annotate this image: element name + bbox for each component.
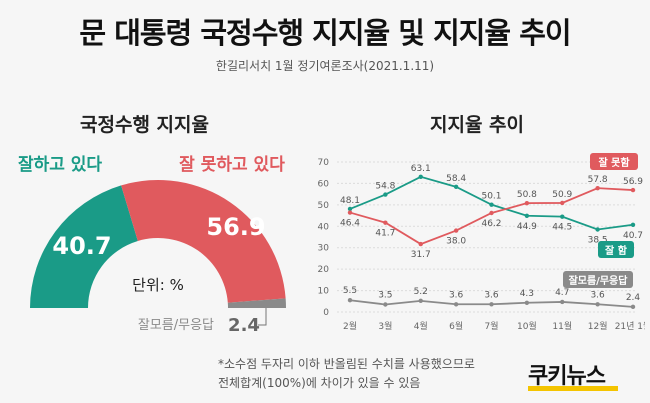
- data-label-unknown: 3.6: [484, 290, 499, 300]
- data-point-negative: [524, 200, 530, 206]
- x-tick-label: 12월: [588, 320, 608, 332]
- data-label-negative: 31.7: [411, 250, 431, 260]
- publisher-logo: 쿠키뉴스: [528, 364, 606, 389]
- unknown-value: 2.4: [228, 315, 260, 336]
- y-tick-label: 30: [318, 244, 330, 254]
- y-tick-label: 0: [323, 308, 329, 318]
- y-tick-label: 50: [318, 201, 330, 211]
- data-label-positive: 63.1: [411, 164, 431, 174]
- gauge-segment-negative: [121, 180, 286, 303]
- negative-value: 56.9: [206, 213, 265, 241]
- data-point-positive: [524, 213, 530, 218]
- data-point-unknown: [524, 300, 530, 305]
- unknown-leader-line: [258, 308, 267, 326]
- page-title: 문 대통령 국정수행 지지율 및 지지율 추이: [79, 16, 571, 50]
- x-tick-label: 2월: [343, 320, 357, 332]
- data-label-negative: 50.8: [517, 190, 537, 200]
- data-point-positive: [595, 227, 600, 232]
- data-label-negative: 41.7: [375, 229, 395, 239]
- data-point-negative: [560, 200, 565, 206]
- legend-negative-label: 잘 못함: [598, 156, 630, 169]
- data-point-positive: [560, 214, 565, 219]
- data-label-unknown: 4.3: [520, 289, 534, 299]
- y-tick-label: 70: [318, 158, 330, 168]
- trend-section-title: 지지율 추이: [430, 114, 525, 136]
- data-point-unknown: [489, 302, 494, 307]
- data-label-unknown: 2.4: [626, 293, 641, 303]
- gauge-segment-unknown: [227, 298, 286, 308]
- x-tick-label: 4월: [414, 320, 428, 332]
- data-label-negative: 46.4: [340, 219, 360, 229]
- positive-value: 40.7: [52, 232, 111, 260]
- y-tick-label: 10: [318, 287, 330, 297]
- approval-gauge-chart: 잘하고 있다 잘 못하고 있다 40.7 56.9 단위: % 잘모름/무응답 …: [18, 154, 286, 336]
- legend-positive-badge: [598, 241, 634, 258]
- data-label-negative: 38.0: [446, 237, 466, 247]
- data-label-positive: 50.1: [481, 192, 501, 202]
- data-point-positive: [347, 206, 353, 212]
- data-point-positive: [418, 174, 423, 179]
- x-tick-label: 11월: [552, 320, 572, 332]
- data-point-positive: [489, 202, 494, 207]
- data-point-negative: [453, 228, 459, 233]
- data-point-unknown: [453, 302, 459, 307]
- data-label-unknown: 4.7: [555, 288, 569, 298]
- data-label-positive: 58.4: [446, 174, 466, 184]
- legend-positive-label: 잘 함: [605, 244, 628, 257]
- unknown-label: 잘모름/무응답: [138, 318, 214, 333]
- x-tick-label: 3월: [378, 320, 392, 332]
- data-label-positive: 48.1: [340, 196, 360, 206]
- data-point-negative: [595, 185, 600, 191]
- gauge-section-title: 국정수행 지지율: [80, 114, 209, 136]
- data-point-negative: [489, 210, 494, 216]
- data-point-unknown: [418, 298, 423, 304]
- data-point-positive: [630, 222, 636, 227]
- data-label-positive: 40.7: [623, 231, 643, 241]
- data-point-negative: [347, 210, 353, 215]
- data-label-positive: 38.5: [588, 236, 608, 246]
- y-tick-label: 20: [318, 265, 330, 275]
- footnote-line-2: 전체합계(100%)에 차이가 있을 수 있음: [218, 376, 421, 390]
- gauge-segment-positive: [30, 185, 138, 308]
- data-point-negative: [630, 187, 636, 193]
- negative-label: 잘 못하고 있다: [179, 154, 285, 175]
- data-point-unknown: [383, 302, 388, 307]
- data-point-negative: [418, 241, 423, 247]
- data-point-negative: [383, 220, 388, 225]
- data-point-unknown: [595, 302, 600, 307]
- data-label-negative: 56.9: [623, 177, 643, 187]
- legend-unknown-label: 잘모름/무응답: [569, 275, 629, 287]
- data-point-positive: [453, 184, 459, 190]
- data-label-positive: 44.9: [517, 222, 537, 232]
- data-label-positive: 54.8: [375, 182, 395, 192]
- data-label-negative: 57.8: [588, 175, 608, 185]
- data-point-unknown: [347, 298, 353, 303]
- data-point-unknown: [630, 304, 636, 310]
- x-tick-label: 7월: [484, 320, 498, 332]
- data-label-unknown: 3.5: [378, 291, 392, 301]
- data-point-positive: [383, 192, 388, 197]
- data-label-negative: 50.9: [552, 190, 572, 200]
- data-label-unknown: 3.6: [590, 290, 605, 300]
- legend-negative-badge: [590, 153, 638, 170]
- x-tick-label: 10월: [517, 320, 537, 332]
- approval-trend-chart: 0 10 20 30 40 50 60 70 48.1 54.8 63.1 58.4 50.1 44.9…: [318, 153, 645, 332]
- x-tick-label: 6월: [449, 320, 463, 332]
- data-label-positive: 44.5: [552, 223, 572, 233]
- survey-source: 한길리서치 1월 정기여론조사(2021.1.11): [215, 59, 435, 73]
- footnote-line-1: *소수점 두자리 이하 반올림된 수치를 사용했으므로: [218, 357, 475, 371]
- footnote: *소수점 두자리 이하 반올림된 수치를 사용했으므로 전체합계(100%)에 …: [218, 355, 475, 393]
- data-label-unknown: 5.2: [414, 287, 428, 297]
- y-tick-label: 60: [318, 179, 330, 189]
- data-point-unknown: [560, 299, 565, 305]
- positive-label: 잘하고 있다: [18, 154, 102, 175]
- unit-label: 단위: %: [132, 276, 184, 294]
- data-label-negative: 46.2: [481, 219, 501, 229]
- logo-underline: [528, 386, 618, 391]
- x-tick-label: 21년 1월: [615, 320, 645, 332]
- data-label-unknown: 5.5: [343, 286, 357, 296]
- y-tick-label: 40: [318, 222, 330, 232]
- data-label-unknown: 3.6: [449, 290, 464, 300]
- legend-unknown-badge: [563, 271, 633, 288]
